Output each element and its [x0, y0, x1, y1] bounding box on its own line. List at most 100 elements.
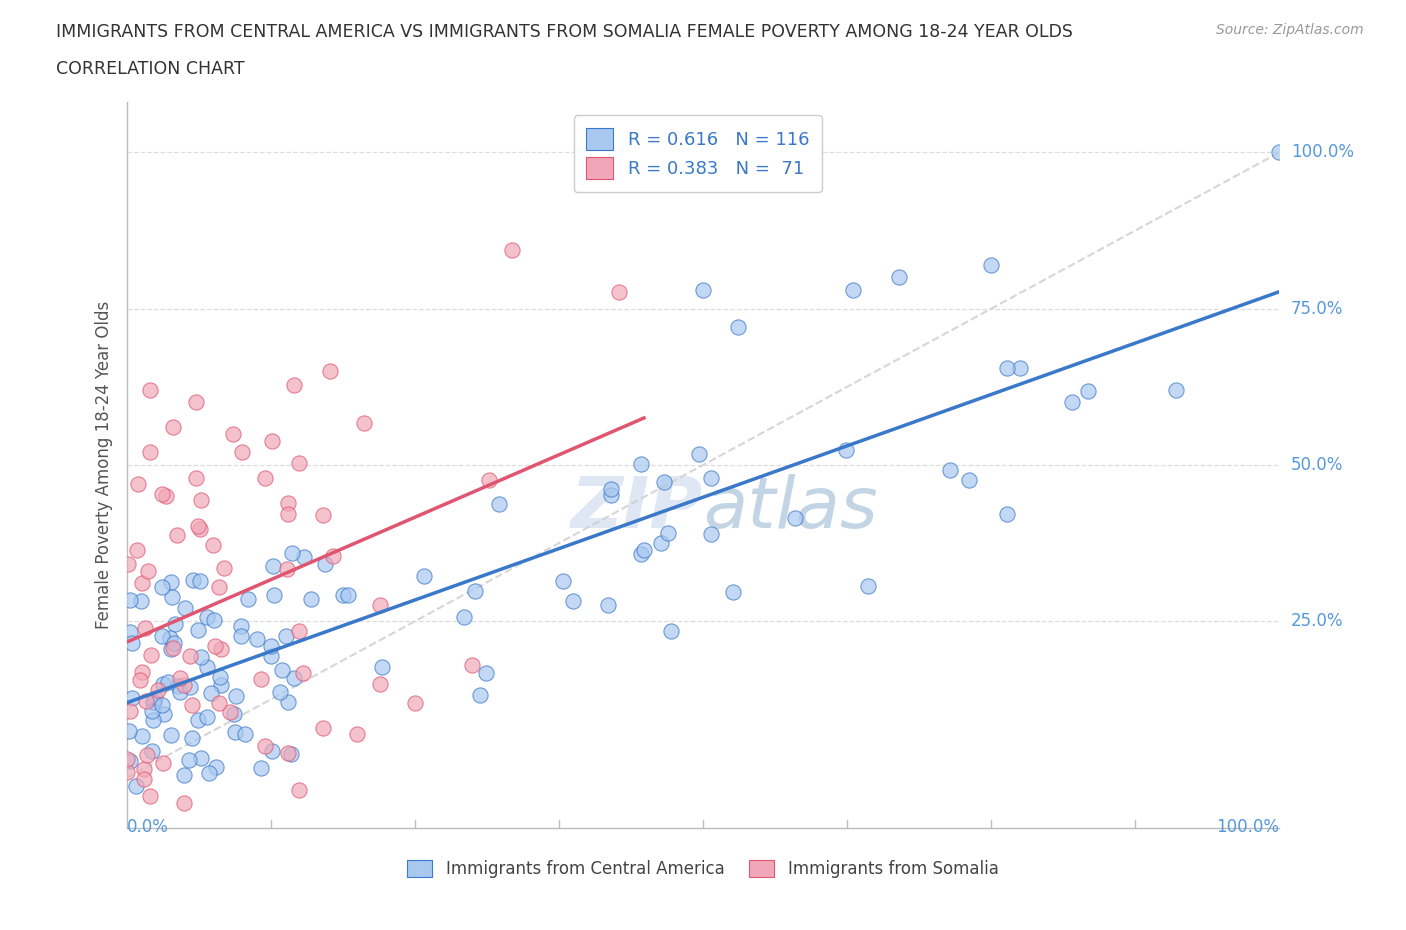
Point [596, 597, 619, 612]
Point [160, 574, 183, 589]
Point [322, 549, 344, 564]
Point [488, 497, 510, 512]
Point [141, 743, 163, 758]
Point [700, 471, 723, 485]
Point [204, 639, 226, 654]
Point [208, 670, 231, 684]
Point [190, 650, 212, 665]
Point [413, 569, 436, 584]
Point [184, 395, 207, 410]
Point [160, 642, 183, 657]
Point [157, 674, 180, 689]
Point [253, 739, 276, 754]
Point [132, 772, 155, 787]
Point [262, 559, 284, 574]
Point [160, 590, 183, 604]
Point [173, 767, 195, 782]
Point [166, 679, 188, 694]
Point [136, 564, 159, 578]
Point [231, 618, 253, 633]
Point [212, 561, 235, 576]
Point [121, 636, 143, 651]
Point [332, 588, 354, 603]
Point [657, 525, 679, 540]
Point [218, 705, 240, 720]
Point [195, 659, 218, 674]
Point [190, 522, 212, 537]
Point [125, 543, 148, 558]
Point [688, 446, 710, 461]
Point [118, 625, 141, 640]
Point [184, 470, 207, 485]
Point [253, 470, 276, 485]
Point [692, 283, 714, 298]
Point [142, 712, 165, 727]
Point [553, 573, 575, 588]
Point [118, 724, 141, 738]
Point [190, 493, 212, 508]
Point [128, 672, 150, 687]
Point [260, 434, 283, 449]
Point [277, 695, 299, 710]
Point [630, 457, 652, 472]
Point [187, 712, 209, 727]
Point [132, 762, 155, 777]
Point [314, 557, 336, 572]
Point [600, 487, 623, 502]
Point [179, 648, 201, 663]
Point [727, 320, 749, 335]
Point [292, 550, 315, 565]
Point [270, 663, 292, 678]
Point [166, 527, 188, 542]
Point [995, 361, 1018, 376]
Point [125, 778, 148, 793]
Point [1077, 383, 1099, 398]
Point [1164, 382, 1187, 397]
Point [404, 696, 426, 711]
Point [561, 593, 583, 608]
Point [162, 641, 184, 656]
Text: Source: ZipAtlas.com: Source: ZipAtlas.com [1216, 23, 1364, 37]
Point [783, 511, 806, 525]
Point [135, 694, 157, 709]
Point [464, 583, 486, 598]
Point [370, 597, 392, 612]
Point [117, 556, 139, 571]
Point [181, 730, 204, 745]
Point [652, 474, 675, 489]
Point [195, 710, 218, 724]
Point [233, 726, 256, 741]
Point [283, 378, 305, 392]
Point [118, 754, 141, 769]
Point [224, 724, 246, 739]
Point [277, 745, 299, 760]
Point [842, 283, 865, 298]
Point [957, 472, 980, 487]
Point [150, 486, 173, 501]
Point [281, 545, 304, 560]
Point [190, 574, 212, 589]
Point [152, 629, 174, 644]
Text: 75.0%: 75.0% [1291, 299, 1343, 318]
Point [461, 658, 484, 672]
Point [162, 635, 184, 650]
Point [299, 591, 322, 606]
Legend: Immigrants from Central America, Immigrants from Somalia: Immigrants from Central America, Immigra… [401, 853, 1005, 884]
Point [501, 243, 523, 258]
Point [236, 591, 259, 606]
Point [319, 363, 342, 378]
Point [152, 756, 174, 771]
Point [173, 795, 195, 810]
Point [138, 382, 160, 397]
Point [222, 707, 245, 722]
Point [269, 684, 291, 699]
Point [209, 642, 232, 657]
Text: IMMIGRANTS FROM CENTRAL AMERICA VS IMMIGRANTS FROM SOMALIA FEMALE POVERTY AMONG : IMMIGRANTS FROM CENTRAL AMERICA VS IMMIG… [56, 23, 1073, 41]
Text: ZIP: ZIP [571, 474, 703, 543]
Point [600, 482, 623, 497]
Point [136, 748, 159, 763]
Point [288, 456, 311, 471]
Point [371, 659, 394, 674]
Point [169, 671, 191, 685]
Point [141, 648, 163, 663]
